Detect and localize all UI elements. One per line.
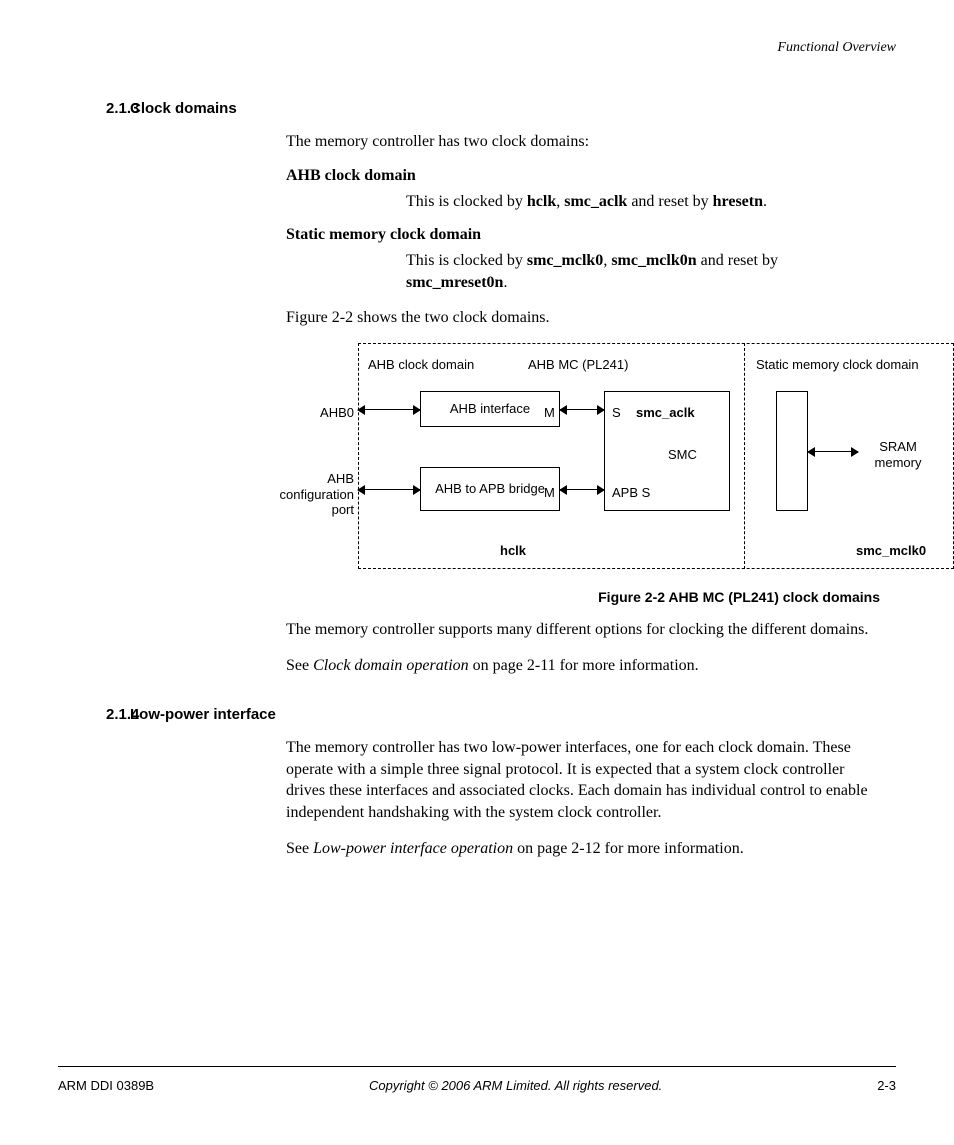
diagram-part	[851, 447, 859, 457]
t: smc_aclk	[564, 193, 627, 210]
diagram-part	[357, 405, 365, 415]
t: and reset by	[627, 193, 712, 210]
section-num: 2.1.3	[58, 100, 130, 117]
footer-mid: Copyright © 2006 ARM Limited. All rights…	[369, 1078, 662, 1093]
footer-left: ARM DDI 0389B	[58, 1078, 154, 1093]
diagram-part: M	[544, 405, 558, 421]
diagram-part: SRAM memory	[858, 439, 938, 470]
t: .	[503, 274, 507, 291]
intro-para: The memory controller has two clock doma…	[286, 131, 880, 153]
diagram-part: AHB configuration port	[258, 471, 354, 518]
diagram-part: AHB MC (PL241)	[528, 357, 668, 373]
t: smc_mclk0	[527, 252, 603, 269]
section-num: 2.1.4	[58, 706, 130, 723]
t: Low-power interface operation	[313, 840, 513, 857]
t: hclk	[527, 193, 556, 210]
diagram-part: AHB to APB bridge	[420, 467, 560, 511]
diagram-part	[413, 405, 421, 415]
diagram-part	[597, 485, 605, 495]
section-214-header: 2.1.4 Low-power interface	[58, 706, 896, 723]
diagram-part	[559, 485, 567, 495]
diagram-part: smc_aclk	[636, 405, 716, 421]
figure-caption: Figure 2-2 AHB MC (PL241) clock domains	[58, 589, 880, 605]
diagram-part: APB S	[612, 485, 672, 501]
diagram-part: AHB clock domain	[368, 357, 528, 373]
t: See	[286, 840, 313, 857]
t: and reset by	[697, 252, 778, 269]
after-fig-p1: The memory controller supports many diff…	[286, 619, 880, 641]
lp-p1: The memory controller has two low-power …	[286, 737, 880, 823]
t: on page 2-11 for more information.	[469, 657, 699, 674]
t: hresetn	[713, 193, 763, 210]
diagram-part: AHB0	[304, 405, 354, 421]
t: This is clocked by	[406, 252, 527, 269]
diagram-part	[559, 405, 567, 415]
diagram-part: smc_mclk0	[856, 543, 954, 559]
diagram-part	[807, 447, 815, 457]
section-213-header: 2.1.3 Clock domains	[58, 100, 896, 117]
diagram-part	[413, 485, 421, 495]
t: smc_mclk0n	[611, 252, 696, 269]
t: Clock domain operation	[313, 657, 469, 674]
running-head: Functional Overview	[58, 40, 896, 56]
def-ahb: This is clocked by hclk, smc_aclk and re…	[406, 191, 880, 213]
page-footer: ARM DDI 0389B Copyright © 2006 ARM Limit…	[58, 1078, 896, 1093]
t: This is clocked by	[406, 193, 527, 210]
diagram-part	[358, 409, 420, 411]
t: .	[763, 193, 767, 210]
fig-ref: Figure 2-2 shows the two clock domains.	[286, 307, 880, 329]
footer-rule	[58, 1066, 896, 1067]
footer-right: 2-3	[877, 1078, 896, 1093]
diagram-part: SMC	[668, 447, 718, 463]
section-title: Low-power interface	[130, 706, 276, 723]
diagram-part	[357, 485, 365, 495]
diagram-part	[358, 489, 420, 491]
diagram-part: AHB interface	[420, 391, 560, 427]
diagram-part: M	[544, 485, 558, 501]
t: See	[286, 657, 313, 674]
diagram-part	[597, 405, 605, 415]
term-static: Static memory clock domain	[286, 226, 880, 244]
t: smc_mreset0n	[406, 274, 503, 291]
diagram-part: Static memory clock domain	[756, 357, 954, 373]
term-ahb: AHB clock domain	[286, 167, 880, 185]
lp-p2: See Low-power interface operation on pag…	[286, 838, 880, 860]
figure-2-2-diagram: AHB interface AHB to APB bridge SRAM memor…	[228, 343, 954, 573]
diagram-part: S	[612, 405, 626, 421]
diagram-part: hclk	[500, 543, 560, 559]
diagram-part	[744, 343, 745, 569]
diagram-part	[776, 391, 808, 511]
section-title: Clock domains	[130, 100, 237, 117]
def-static: This is clocked by smc_mclk0, smc_mclk0n…	[406, 250, 880, 293]
t: on page 2-12 for more information.	[513, 840, 744, 857]
after-fig-p2: See Clock domain operation on page 2-11 …	[286, 655, 880, 677]
